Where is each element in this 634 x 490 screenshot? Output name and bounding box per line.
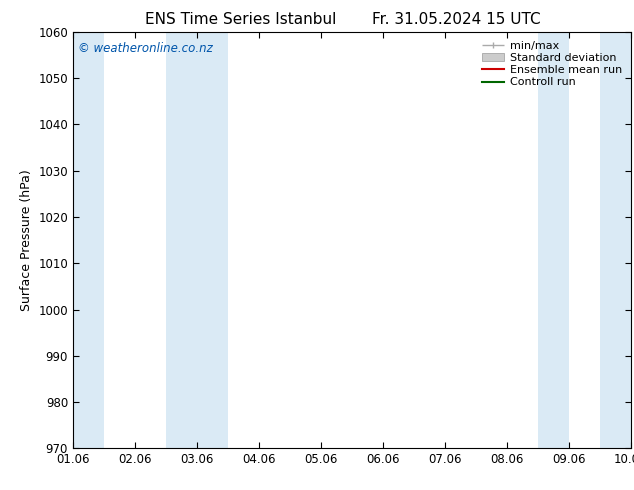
Y-axis label: Surface Pressure (hPa): Surface Pressure (hPa) <box>20 169 33 311</box>
Text: ENS Time Series Istanbul: ENS Time Series Istanbul <box>145 12 337 27</box>
Bar <box>600 32 631 448</box>
Bar <box>166 32 228 448</box>
Bar <box>538 32 569 448</box>
Bar <box>73 32 104 448</box>
Text: Fr. 31.05.2024 15 UTC: Fr. 31.05.2024 15 UTC <box>372 12 541 27</box>
Text: © weatheronline.co.nz: © weatheronline.co.nz <box>79 42 213 55</box>
Legend: min/max, Standard deviation, Ensemble mean run, Controll run: min/max, Standard deviation, Ensemble me… <box>479 37 625 91</box>
